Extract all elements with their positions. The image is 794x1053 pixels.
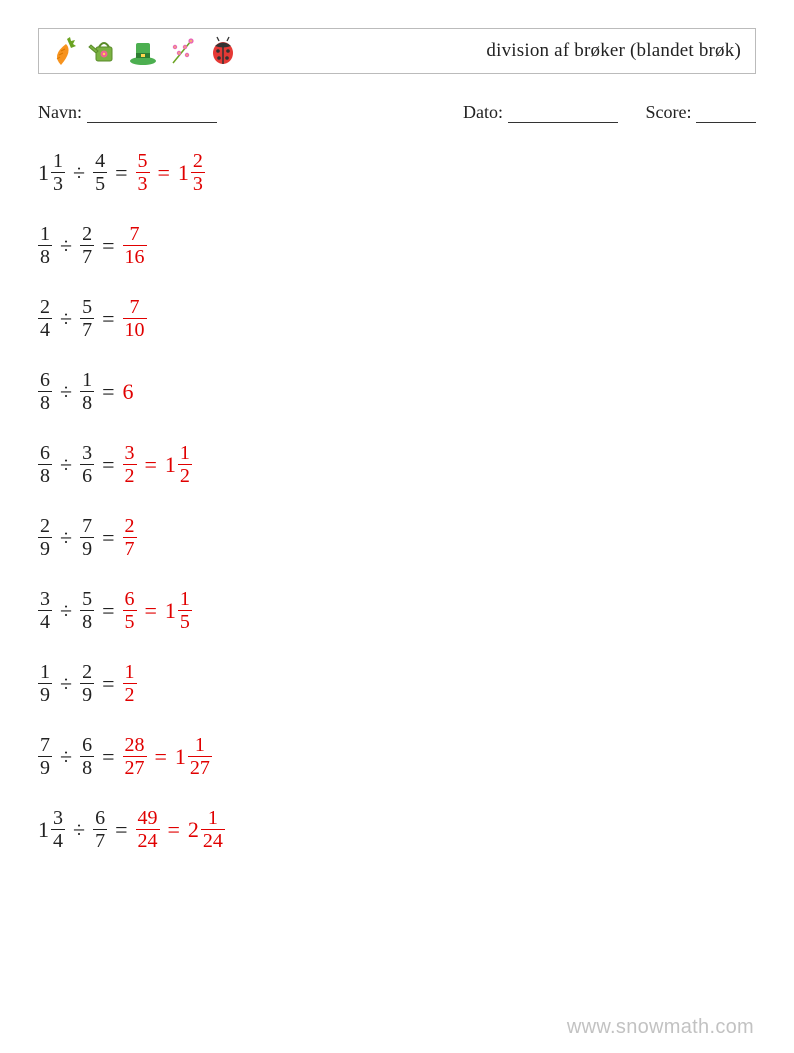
mixed-number: 112: [165, 443, 192, 486]
fraction: 24: [38, 297, 52, 340]
watering-can-icon: [87, 35, 119, 67]
header-box: division af brøker (blandet brøk): [38, 28, 756, 74]
division-operator: ÷: [60, 235, 72, 257]
fraction: 36: [80, 443, 94, 486]
equals-sign: =: [102, 746, 114, 768]
fraction: 12: [123, 662, 137, 705]
fraction: 710: [123, 297, 147, 340]
equals-sign: =: [145, 454, 157, 476]
problem-row: 24 ÷ 57 = 710: [38, 297, 756, 340]
problem-row: 68 ÷ 36 = 32 = 112: [38, 443, 756, 486]
fraction: 127: [188, 735, 212, 778]
problem-row: 29 ÷ 79 = 27: [38, 516, 756, 559]
fraction: 68: [80, 735, 94, 778]
fraction: 79: [80, 516, 94, 559]
name-blank[interactable]: [87, 104, 217, 123]
problem-row: 18 ÷ 27 = 716: [38, 224, 756, 267]
problem-row: 113 ÷ 45 = 53 = 123: [38, 151, 756, 194]
mixed-number: 134: [38, 808, 65, 851]
equals-sign: =: [168, 819, 180, 841]
fraction: 53: [136, 151, 150, 194]
info-row: Navn: Dato: Score:: [38, 102, 756, 123]
fraction: 12: [178, 443, 192, 486]
fraction: 29: [38, 516, 52, 559]
fraction: 27: [123, 516, 137, 559]
equals-sign: =: [155, 746, 167, 768]
score-label: Score:: [646, 102, 692, 122]
fraction: 2827: [123, 735, 147, 778]
top-hat-icon: [127, 35, 159, 67]
problem-row: 134 ÷ 67 = 4924 = 2124: [38, 808, 756, 851]
fraction: 18: [38, 224, 52, 267]
score-blank[interactable]: [696, 104, 756, 123]
mixed-number: 115: [165, 589, 192, 632]
problem-row: 68 ÷ 18 = 6: [38, 370, 756, 413]
watermark: www.snowmath.com: [567, 1016, 754, 1039]
date-blank[interactable]: [508, 104, 618, 123]
fraction: 716: [123, 224, 147, 267]
division-operator: ÷: [60, 600, 72, 622]
equals-sign: =: [145, 600, 157, 622]
name-field: Navn:: [38, 102, 217, 123]
fraction: 15: [178, 589, 192, 632]
fraction: 23: [191, 151, 205, 194]
fraction: 27: [80, 224, 94, 267]
fraction: 34: [38, 589, 52, 632]
equals-sign: =: [102, 381, 114, 403]
header-icons: [47, 35, 239, 67]
equals-sign: =: [158, 162, 170, 184]
fraction: 58: [80, 589, 94, 632]
fraction: 32: [123, 443, 137, 486]
division-operator: ÷: [60, 673, 72, 695]
date-field: Dato:: [463, 102, 618, 123]
date-label: Dato:: [463, 102, 503, 122]
equals-sign: =: [102, 235, 114, 257]
problem-row: 19 ÷ 29 = 12: [38, 662, 756, 705]
worksheet-title: division af brøker (blandet brøk): [486, 40, 741, 62]
equals-sign: =: [115, 819, 127, 841]
equals-sign: =: [102, 600, 114, 622]
ladybug-icon: [207, 35, 239, 67]
fraction: 65: [123, 589, 137, 632]
fraction: 13: [51, 151, 65, 194]
fraction: 79: [38, 735, 52, 778]
mixed-number: 2124: [188, 808, 225, 851]
mixed-number: 113: [38, 151, 65, 194]
division-operator: ÷: [73, 162, 85, 184]
answer-int: 6: [123, 381, 134, 403]
mixed-number: 123: [178, 151, 205, 194]
fraction: 29: [80, 662, 94, 705]
division-operator: ÷: [60, 308, 72, 330]
division-operator: ÷: [73, 819, 85, 841]
division-operator: ÷: [60, 454, 72, 476]
carrot-icon: [47, 35, 79, 67]
division-operator: ÷: [60, 746, 72, 768]
problem-row: 79 ÷ 68 = 2827 = 1127: [38, 735, 756, 778]
fraction: 57: [80, 297, 94, 340]
fraction: 4924: [136, 808, 160, 851]
problems-list: 113÷45=53=12318÷27=71624÷57=71068÷18=668…: [38, 151, 756, 851]
equals-sign: =: [102, 308, 114, 330]
fraction: 124: [201, 808, 225, 851]
mixed-number: 1127: [175, 735, 212, 778]
flower-branch-icon: [167, 35, 199, 67]
equals-sign: =: [102, 454, 114, 476]
division-operator: ÷: [60, 381, 72, 403]
score-field: Score:: [646, 102, 756, 123]
equals-sign: =: [102, 527, 114, 549]
division-operator: ÷: [60, 527, 72, 549]
fraction: 45: [93, 151, 107, 194]
fraction: 67: [93, 808, 107, 851]
fraction: 19: [38, 662, 52, 705]
problem-row: 34 ÷ 58 = 65 = 115: [38, 589, 756, 632]
fraction: 18: [80, 370, 94, 413]
fraction: 68: [38, 370, 52, 413]
fraction: 68: [38, 443, 52, 486]
equals-sign: =: [115, 162, 127, 184]
equals-sign: =: [102, 673, 114, 695]
fraction: 34: [51, 808, 65, 851]
name-label: Navn:: [38, 102, 82, 122]
